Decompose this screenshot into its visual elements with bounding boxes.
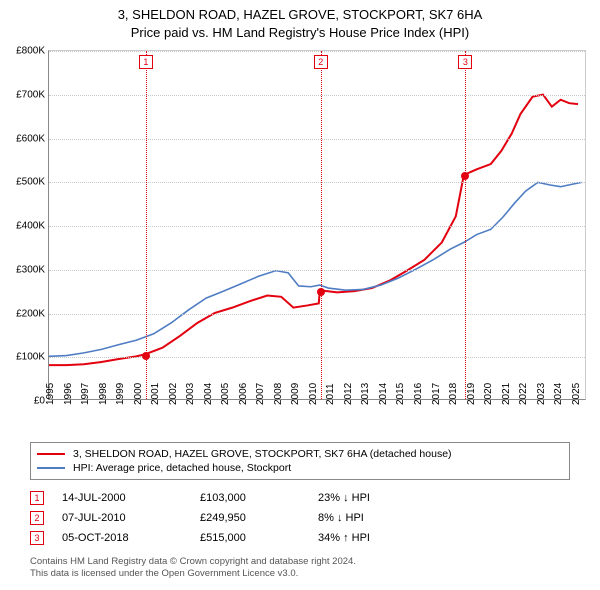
title-subtitle: Price paid vs. HM Land Registry's House … (0, 24, 600, 42)
transaction-delta: 8% ↓ HPI (318, 512, 428, 524)
x-tick-label: 2020 (483, 383, 494, 405)
gridline (49, 182, 585, 183)
x-tick-label: 2011 (325, 383, 336, 405)
x-tick-label: 2022 (518, 383, 529, 405)
x-tick-label: 2002 (168, 383, 179, 405)
footer-line1: Contains HM Land Registry data © Crown c… (30, 556, 356, 568)
x-tick-label: 2001 (150, 383, 161, 405)
x-tick-label: 2010 (308, 383, 319, 405)
transaction-marker: 1 (139, 55, 153, 69)
x-tick-label: 2017 (431, 383, 442, 405)
transaction-row-marker: 1 (30, 491, 44, 505)
x-tick-label: 1999 (115, 383, 126, 405)
gridline (49, 51, 585, 52)
line-series-svg (49, 51, 585, 399)
y-tick-label: £500K (16, 177, 45, 188)
x-tick-label: 2024 (553, 383, 564, 405)
transaction-price: £515,000 (200, 532, 300, 544)
series-price_paid (49, 95, 578, 366)
transaction-vline (146, 51, 147, 399)
y-tick-label: £100K (16, 352, 45, 363)
y-tick-label: £400K (16, 221, 45, 232)
plot-region: £0£100K£200K£300K£400K£500K£600K£700K£80… (48, 50, 586, 400)
transaction-price: £249,950 (200, 512, 300, 524)
x-tick-label: 2014 (378, 383, 389, 405)
legend-label: 3, SHELDON ROAD, HAZEL GROVE, STOCKPORT,… (73, 448, 452, 460)
transaction-date: 14-JUL-2000 (62, 492, 182, 504)
x-tick-label: 2018 (448, 383, 459, 405)
transaction-delta: 34% ↑ HPI (318, 532, 428, 544)
transaction-row-marker: 2 (30, 511, 44, 525)
legend-row: HPI: Average price, detached house, Stoc… (37, 461, 563, 475)
x-tick-label: 2019 (466, 383, 477, 405)
x-tick-label: 2025 (571, 383, 582, 405)
y-tick-label: £700K (16, 89, 45, 100)
transaction-date: 07-JUL-2010 (62, 512, 182, 524)
transaction-vline (321, 51, 322, 399)
y-tick-label: £200K (16, 308, 45, 319)
chart-area: £0£100K£200K£300K£400K£500K£600K£700K£80… (48, 50, 586, 400)
transaction-point (461, 172, 469, 180)
transaction-price: £103,000 (200, 492, 300, 504)
x-tick-label: 2008 (273, 383, 284, 405)
title-address: 3, SHELDON ROAD, HAZEL GROVE, STOCKPORT,… (0, 6, 600, 24)
x-tick-label: 2013 (360, 383, 371, 405)
y-tick-label: £800K (16, 46, 45, 57)
x-tick-label: 1995 (45, 383, 56, 405)
transaction-row: 3 05-OCT-2018 £515,000 34% ↑ HPI (30, 528, 570, 548)
x-tick-label: 2005 (220, 383, 231, 405)
gridline (49, 357, 585, 358)
gridline (49, 314, 585, 315)
gridline (49, 226, 585, 227)
transaction-vline (465, 51, 466, 399)
footer-line2: This data is licensed under the Open Gov… (30, 568, 356, 580)
x-tick-label: 1996 (63, 383, 74, 405)
legend-swatch (37, 453, 65, 455)
x-tick-label: 2007 (255, 383, 266, 405)
x-tick-label: 2021 (501, 383, 512, 405)
transaction-marker: 3 (458, 55, 472, 69)
x-tick-label: 2000 (133, 383, 144, 405)
transactions-table: 1 14-JUL-2000 £103,000 23% ↓ HPI 2 07-JUL-201… (30, 488, 570, 548)
transaction-row-marker: 3 (30, 531, 44, 545)
legend-label: HPI: Average price, detached house, Stoc… (73, 462, 291, 474)
x-tick-label: 1997 (80, 383, 91, 405)
transaction-row: 2 07-JUL-2010 £249,950 8% ↓ HPI (30, 508, 570, 528)
y-tick-label: £600K (16, 133, 45, 144)
transaction-point (142, 352, 150, 360)
gridline (49, 95, 585, 96)
transaction-point (317, 288, 325, 296)
transaction-row: 1 14-JUL-2000 £103,000 23% ↓ HPI (30, 488, 570, 508)
y-tick-label: £300K (16, 264, 45, 275)
x-tick-label: 2006 (238, 383, 249, 405)
transaction-delta: 23% ↓ HPI (318, 492, 428, 504)
x-tick-label: 2004 (203, 383, 214, 405)
y-tick-label: £0 (34, 396, 45, 407)
x-tick-label: 2023 (536, 383, 547, 405)
x-tick-label: 1998 (98, 383, 109, 405)
gridline (49, 270, 585, 271)
title-block: 3, SHELDON ROAD, HAZEL GROVE, STOCKPORT,… (0, 0, 600, 41)
x-tick-label: 2009 (290, 383, 301, 405)
legend: 3, SHELDON ROAD, HAZEL GROVE, STOCKPORT,… (30, 442, 570, 480)
legend-row: 3, SHELDON ROAD, HAZEL GROVE, STOCKPORT,… (37, 447, 563, 461)
x-tick-label: 2012 (343, 383, 354, 405)
transaction-date: 05-OCT-2018 (62, 532, 182, 544)
transaction-marker: 2 (314, 55, 328, 69)
footer: Contains HM Land Registry data © Crown c… (30, 556, 356, 581)
x-tick-label: 2016 (413, 383, 424, 405)
x-tick-label: 2015 (395, 383, 406, 405)
gridline (49, 139, 585, 140)
x-tick-label: 2003 (185, 383, 196, 405)
chart-container: 3, SHELDON ROAD, HAZEL GROVE, STOCKPORT,… (0, 0, 600, 590)
legend-swatch (37, 467, 65, 469)
